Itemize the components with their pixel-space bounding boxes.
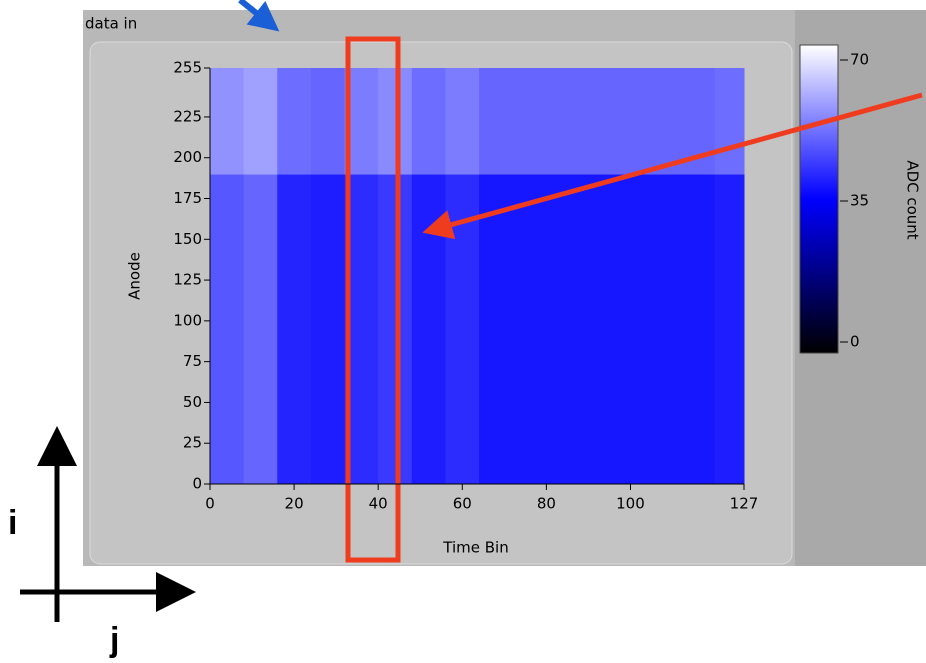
heat-cell <box>445 68 480 175</box>
heat-cell <box>580 174 615 485</box>
colorbar-tick-label: 70 <box>850 51 869 69</box>
y-axis-label: Anode <box>126 252 144 300</box>
y-tick-label: 255 <box>173 59 202 77</box>
x-tick-label: 20 <box>285 495 304 513</box>
heat-cell <box>479 174 514 485</box>
y-tick-label: 25 <box>183 434 202 452</box>
highlight-box <box>345 36 401 563</box>
x-tick-label: 80 <box>537 495 556 513</box>
graph-label: data in <box>85 15 137 33</box>
heat-cell <box>714 68 745 175</box>
x-tick-label: 100 <box>616 495 645 513</box>
heat-cell <box>680 174 716 485</box>
heat-cell <box>479 68 514 175</box>
heat-cell <box>580 68 615 175</box>
plot <box>210 68 745 485</box>
x-tick-label: 127 <box>730 495 759 513</box>
heat-cell <box>546 174 581 485</box>
heat-cell <box>210 174 245 485</box>
y-tick-label: 75 <box>183 352 202 370</box>
x-axis-label: Time Bin <box>442 539 508 557</box>
heat-cell <box>378 68 413 175</box>
heat-cell <box>647 174 682 485</box>
red-arrow <box>422 92 923 240</box>
heat-cell <box>512 174 547 485</box>
colorbar-tick-label: 35 <box>850 192 869 210</box>
colorbar-tick-label: 0 <box>850 333 860 351</box>
x-tick-label: 0 <box>205 495 215 513</box>
heat-cell <box>277 174 312 485</box>
heat-cell <box>411 174 446 485</box>
heat-cell <box>411 68 446 175</box>
heat-cell <box>613 174 648 485</box>
y-tick-label: 150 <box>173 230 202 248</box>
heat-cell <box>243 174 278 485</box>
y-tick-label: 200 <box>173 148 202 166</box>
heat-cell <box>310 174 346 485</box>
y-tick-label: 0 <box>192 475 202 493</box>
colorbar-label: ADC count <box>904 160 922 239</box>
y-tick-label: 225 <box>173 107 202 125</box>
heat-cell <box>714 174 745 485</box>
heat-cell <box>310 68 346 175</box>
colorbar <box>799 44 839 354</box>
x-tick-label: 40 <box>369 495 388 513</box>
y-tick-label: 175 <box>173 189 202 207</box>
blue-arrow <box>238 0 280 32</box>
y-tick-label: 50 <box>183 393 202 411</box>
heat-cell <box>243 68 278 175</box>
heat-cell <box>647 68 682 175</box>
heat-cell <box>512 68 547 175</box>
heat-cell <box>210 68 245 175</box>
i-label: i <box>8 504 17 542</box>
j-label: j <box>109 621 119 659</box>
heat-cell <box>277 68 312 175</box>
heat-cell <box>613 68 648 175</box>
y-tick-label: 125 <box>173 271 202 289</box>
y-tick-label: 100 <box>173 311 202 329</box>
x-tick-label: 60 <box>453 495 472 513</box>
heat-cell <box>378 174 413 485</box>
heat-cell <box>546 68 581 175</box>
